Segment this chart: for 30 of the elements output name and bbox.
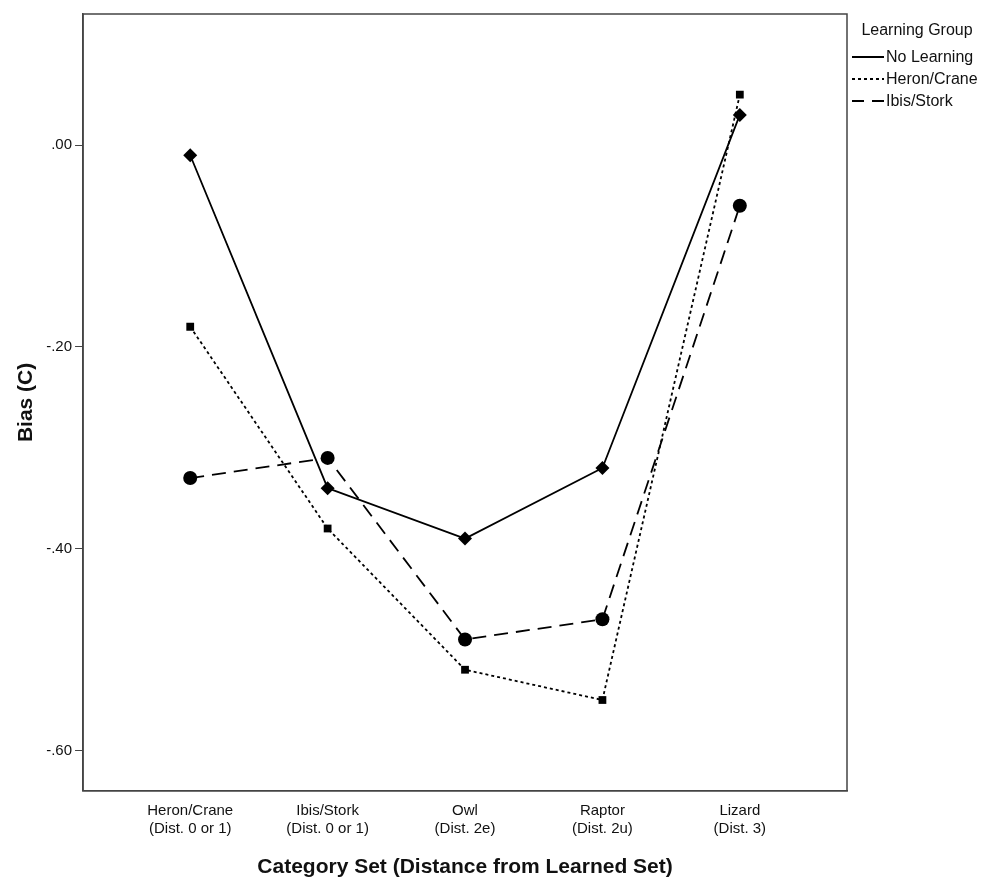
legend-label: Heron/Crane [886,70,978,88]
point [461,665,469,674]
x-tick-label: Owl (Dist. 2e) [434,800,496,836]
y-tick-label: .00 [51,135,73,153]
x-tick-label: Ibis/Stork (Dist. 0 or 1) [286,800,369,836]
y-axis-title: Bias (C) [13,362,37,443]
point [183,148,198,163]
point [323,524,332,533]
point [320,450,335,465]
x-tick-label: Heron/Crane (Dist. 0 or 1) [147,800,234,836]
x-axis-title: Category Set (Distance from Learned Set) [257,854,673,878]
point [183,471,198,486]
point [458,632,473,647]
legend-label: Ibis/Stork [886,92,953,110]
y-tick-label: -.40 [46,538,73,556]
point [458,531,473,546]
point [732,107,747,122]
point [595,460,610,475]
legend-label: No Learning [886,48,974,66]
point [186,322,195,331]
x-tick-label: Raptor (Dist. 2u) [572,800,633,836]
y-tick-label: -.20 [46,337,73,355]
legend-title: Learning Group [860,20,974,40]
y-tick-label: -.60 [46,740,73,758]
point [598,696,607,704]
x-tick-label: Lizard (Dist. 3) [713,800,767,836]
point [735,90,744,99]
point [732,198,747,213]
point [595,612,610,627]
point [320,481,335,496]
